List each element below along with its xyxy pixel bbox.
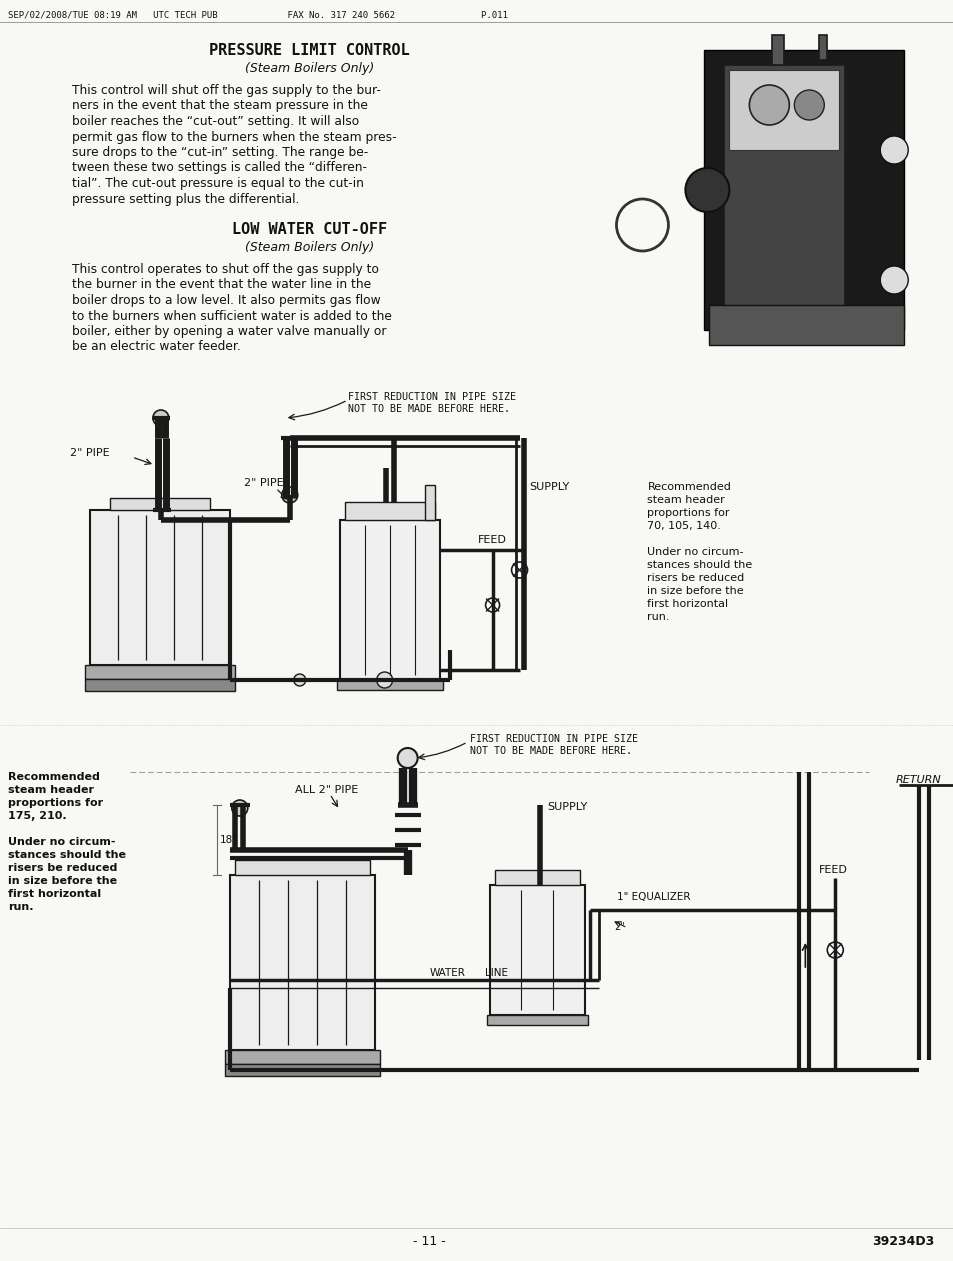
Text: FEED: FEED	[477, 535, 506, 545]
Text: This control will shut off the gas supply to the bur-: This control will shut off the gas suppl…	[71, 84, 380, 97]
Circle shape	[880, 266, 907, 294]
Text: FEED: FEED	[819, 865, 847, 875]
Text: boiler reaches the “cut-out” setting. It will also: boiler reaches the “cut-out” setting. It…	[71, 115, 359, 129]
Text: WATER: WATER	[429, 968, 465, 979]
Text: risers be reduced: risers be reduced	[8, 863, 117, 873]
Text: FIRST REDUCTION IN PIPE SIZE: FIRST REDUCTION IN PIPE SIZE	[469, 734, 637, 744]
Text: 2" PIPE: 2" PIPE	[70, 448, 110, 458]
Text: Under no circum-: Under no circum-	[8, 837, 115, 847]
Text: (Steam Boilers Only): (Steam Boilers Only)	[245, 241, 374, 253]
Text: steam header: steam header	[647, 496, 724, 504]
Text: NOT TO BE MADE BEFORE HERE.: NOT TO BE MADE BEFORE HERE.	[347, 404, 509, 414]
Circle shape	[826, 942, 842, 958]
Text: run.: run.	[647, 612, 669, 622]
Circle shape	[794, 90, 823, 120]
Bar	[85, 678, 234, 691]
Bar	[424, 485, 435, 520]
Bar	[703, 50, 903, 330]
Text: pressure setting plus the differential.: pressure setting plus the differential.	[71, 193, 299, 206]
Text: LOW WATER CUT-OFF: LOW WATER CUT-OFF	[232, 222, 387, 237]
Text: boiler, either by opening a water valve manually or: boiler, either by opening a water valve …	[71, 325, 386, 338]
Circle shape	[376, 672, 393, 689]
Bar	[85, 665, 234, 678]
Text: in size before the: in size before the	[8, 876, 117, 886]
Text: SUPPLY: SUPPLY	[547, 802, 587, 812]
Text: steam header: steam header	[8, 786, 94, 794]
Text: FIRST REDUCTION IN PIPE SIZE: FIRST REDUCTION IN PIPE SIZE	[347, 392, 516, 402]
Text: - 11 -: - 11 -	[413, 1235, 446, 1248]
Bar	[819, 35, 826, 61]
Text: Recommended: Recommended	[8, 772, 100, 782]
Circle shape	[294, 673, 305, 686]
Bar	[339, 520, 439, 680]
Text: ners in the event that the steam pressure in the: ners in the event that the steam pressur…	[71, 100, 368, 112]
Text: run.: run.	[8, 902, 33, 912]
Bar	[709, 305, 903, 346]
Bar	[230, 875, 375, 1050]
Text: first horizontal: first horizontal	[647, 599, 728, 609]
Bar	[494, 870, 578, 885]
Text: Recommended: Recommended	[647, 482, 731, 492]
Text: stances should the: stances should the	[8, 850, 126, 860]
Circle shape	[232, 799, 248, 816]
Text: the burner in the event that the water line in the: the burner in the event that the water l…	[71, 279, 371, 291]
Text: in size before the: in size before the	[647, 586, 743, 596]
Text: sure drops to the “cut-in” setting. The range be-: sure drops to the “cut-in” setting. The …	[71, 146, 368, 159]
Text: ALL 2" PIPE: ALL 2" PIPE	[294, 786, 357, 794]
Text: boiler drops to a low level. It also permits gas flow: boiler drops to a low level. It also per…	[71, 294, 380, 306]
Text: 2": 2"	[614, 922, 624, 932]
Text: (Steam Boilers Only): (Steam Boilers Only)	[245, 62, 374, 74]
Bar	[729, 71, 839, 150]
Text: This control operates to shut off the gas supply to: This control operates to shut off the ga…	[71, 264, 378, 276]
Bar	[225, 1050, 379, 1064]
Text: 18": 18"	[219, 835, 237, 845]
Text: SUPPLY: SUPPLY	[529, 482, 569, 492]
Circle shape	[281, 487, 297, 503]
Text: tween these two settings is called the “differen-: tween these two settings is called the “…	[71, 161, 367, 174]
Text: tial”. The cut-out pressure is equal to the cut-in: tial”. The cut-out pressure is equal to …	[71, 177, 363, 190]
Circle shape	[485, 598, 499, 612]
Text: first horizontal: first horizontal	[8, 889, 101, 899]
Text: SEP/02/2008/TUE 08:19 AM   UTC TECH PUB             FAX No. 317 240 5662        : SEP/02/2008/TUE 08:19 AM UTC TECH PUB FA…	[8, 10, 507, 19]
Text: NOT TO BE MADE BEFORE HERE.: NOT TO BE MADE BEFORE HERE.	[469, 747, 631, 757]
Bar	[486, 1015, 587, 1025]
Text: 175, 210.: 175, 210.	[8, 811, 67, 821]
Circle shape	[880, 136, 907, 164]
Text: stances should the: stances should the	[647, 560, 752, 570]
Text: risers be reduced: risers be reduced	[647, 572, 744, 583]
Bar	[225, 1064, 379, 1076]
Text: LINE: LINE	[484, 968, 507, 979]
Circle shape	[511, 562, 527, 578]
Text: 39234D3: 39234D3	[871, 1235, 933, 1248]
Circle shape	[152, 410, 169, 426]
Text: PRESSURE LIMIT CONTROL: PRESSURE LIMIT CONTROL	[209, 43, 410, 58]
Text: proportions for: proportions for	[8, 798, 103, 808]
Circle shape	[684, 168, 729, 212]
Bar	[336, 680, 442, 690]
Bar	[723, 66, 843, 305]
Text: proportions for: proportions for	[647, 508, 729, 518]
Circle shape	[749, 84, 788, 125]
Text: RETURN: RETURN	[894, 776, 940, 786]
Bar	[90, 509, 230, 665]
Text: 1" EQUALIZER: 1" EQUALIZER	[617, 892, 690, 902]
Text: 70, 105, 140.: 70, 105, 140.	[647, 521, 720, 531]
Bar	[110, 498, 210, 509]
Bar	[772, 35, 783, 66]
Text: Under no circum-: Under no circum-	[647, 547, 743, 557]
Text: to the burners when sufficient water is added to the: to the burners when sufficient water is …	[71, 309, 392, 323]
Text: be an electric water feeder.: be an electric water feeder.	[71, 340, 240, 353]
Bar	[344, 502, 435, 520]
Text: permit gas flow to the burners when the steam pres-: permit gas flow to the burners when the …	[71, 130, 396, 144]
Circle shape	[397, 748, 417, 768]
Bar	[234, 860, 370, 875]
Bar	[489, 885, 584, 1015]
Text: 2" PIPE: 2" PIPE	[244, 478, 283, 488]
